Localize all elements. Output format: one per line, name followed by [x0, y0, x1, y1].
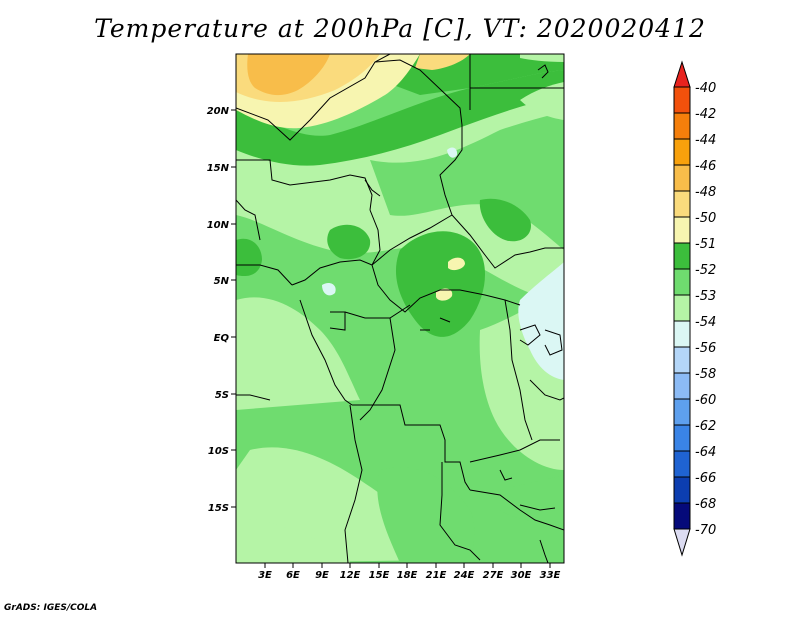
colorbar-label: -56 — [695, 341, 716, 356]
colorbar-label: -50 — [695, 211, 716, 226]
colorbar-segment — [673, 164, 691, 192]
colorbar-label: -60 — [695, 393, 716, 408]
light-green-region-west — [236, 297, 360, 410]
yellow-spot-2 — [436, 288, 453, 301]
cyan-region-east — [518, 262, 564, 380]
colorbar-bottom-arrow — [673, 528, 691, 557]
lon-label: 33E — [540, 570, 561, 581]
colorbar: -40 -42 -44 -46 -48 -50 -51 -52 -53 -54 … — [673, 60, 716, 557]
lat-label: 20N — [207, 106, 230, 117]
map-title: Temperature at 200hPa [C], VT: 202002041… — [94, 14, 706, 43]
latitude-labels: 20N 15N 10N 5N EQ 5S 10S 15S — [207, 106, 230, 514]
colorbar-label: -51 — [695, 237, 716, 252]
colorbar-segment — [673, 112, 691, 140]
colorbar-segment — [673, 268, 691, 296]
colorbar-label: -46 — [695, 159, 716, 174]
colorbar-label: -53 — [695, 289, 716, 304]
colorbar-label: -54 — [695, 315, 716, 330]
colorbar-segment — [673, 190, 691, 218]
colorbar-segment — [673, 242, 691, 270]
lat-label: EQ — [214, 333, 230, 344]
colorbar-label: -48 — [695, 185, 716, 200]
country-borders — [236, 54, 564, 563]
lon-label: 9E — [315, 570, 329, 581]
colorbar-segment — [673, 346, 691, 374]
colorbar-label: -58 — [695, 367, 716, 382]
colorbar-segment — [673, 424, 691, 452]
lat-label: 15N — [207, 163, 230, 174]
lat-label: 5N — [214, 276, 230, 287]
colorbar-label: -68 — [695, 497, 716, 512]
colorbar-label: -62 — [695, 419, 716, 434]
colorbar-segment — [673, 138, 691, 166]
colorbar-segment — [673, 502, 691, 530]
mid-green-band — [370, 112, 564, 250]
longitude-labels: 3E 6E 9E 12E 15E 18E 21E 24E 27E 30E 33E — [258, 570, 560, 581]
colorbar-label: -44 — [695, 133, 716, 148]
dark-green-region-central — [395, 231, 485, 337]
map-frame — [235, 53, 565, 564]
colorbar-segment — [673, 450, 691, 478]
colorbar-segment — [673, 398, 691, 426]
lon-label: 21E — [426, 570, 447, 581]
colorbar-segment — [673, 320, 691, 348]
tick-marks — [231, 109, 551, 568]
lat-label: 5S — [215, 390, 229, 401]
lat-label: 10N — [207, 220, 230, 231]
colorbar-segment — [673, 372, 691, 400]
lat-label: 10S — [208, 446, 229, 457]
colorbar-label: -52 — [695, 263, 716, 278]
colorbar-segment — [673, 86, 691, 114]
dark-green-band-north — [236, 70, 564, 166]
grads-credit: GrADS: IGES/COLA — [4, 603, 98, 613]
colorbar-top-arrow — [673, 60, 691, 88]
lon-label: 3E — [258, 570, 272, 581]
colorbar-label: -42 — [695, 107, 716, 122]
yellow-spot-1 — [448, 257, 465, 271]
lon-label: 6E — [286, 570, 300, 581]
orange-region-northwest — [247, 54, 330, 96]
colorbar-segment — [673, 294, 691, 322]
colorbar-label: -70 — [695, 523, 716, 538]
lat-label: 15S — [208, 503, 229, 514]
lon-label: 30E — [511, 570, 532, 581]
lon-label: 15E — [369, 570, 390, 581]
lon-label: 24E — [454, 570, 475, 581]
colorbar-label: -40 — [695, 81, 716, 96]
colorbar-segment — [673, 476, 691, 504]
lon-label: 27E — [483, 570, 504, 581]
colorbar-label: -66 — [695, 471, 716, 486]
colorbar-segment — [673, 216, 691, 244]
lon-label: 18E — [397, 570, 418, 581]
lon-label: 12E — [340, 570, 361, 581]
colorbar-label: -64 — [695, 445, 716, 460]
